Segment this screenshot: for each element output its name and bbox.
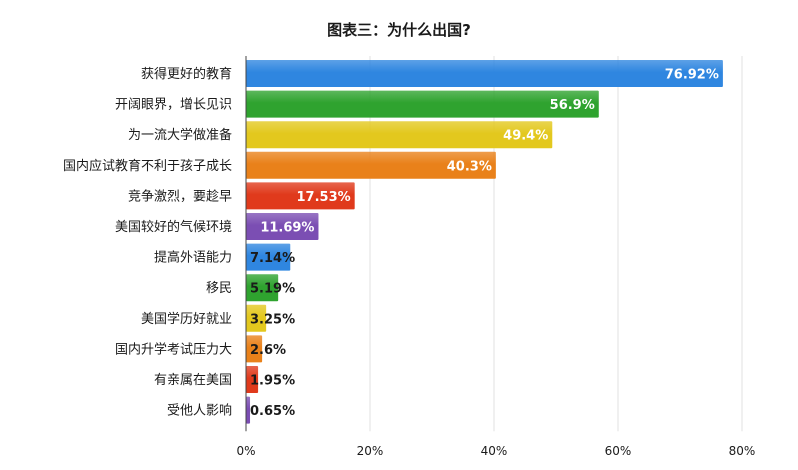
bar	[246, 304, 267, 332]
bar	[246, 213, 319, 240]
category-label: 有亲属在美国	[154, 373, 232, 388]
x-tick-label: 60%	[605, 444, 632, 458]
category-label: 美国学历好就业	[141, 311, 232, 327]
data-label: 56.9%	[550, 98, 595, 113]
category-label: 提高外语能力	[154, 250, 232, 266]
x-tick-label: 80%	[729, 444, 756, 458]
bar	[246, 243, 291, 271]
bar	[246, 396, 251, 424]
category-label: 获得更好的教育	[141, 66, 232, 82]
data-label: 76.92%	[665, 68, 719, 83]
data-label: 1.95%	[250, 374, 295, 389]
category-label: 受他人影响	[167, 403, 232, 419]
bar	[246, 151, 496, 179]
chart-title: 图表三：为什么出国?	[327, 21, 471, 39]
bar	[246, 366, 259, 393]
data-label: 49.4%	[503, 129, 548, 144]
x-tick-label: 40%	[481, 444, 508, 458]
category-label: 开阔眼界，增长见识	[115, 98, 232, 113]
data-label: 3.25%	[250, 312, 295, 327]
category-label: 美国较好的气候环境	[115, 219, 232, 235]
data-label: 0.65%	[250, 404, 295, 419]
bar	[246, 182, 355, 210]
data-label: 11.69%	[260, 221, 314, 236]
x-tick-label: 20%	[357, 444, 384, 458]
data-label: 17.53%	[297, 190, 351, 205]
bar	[246, 90, 599, 118]
bar	[246, 274, 279, 302]
data-label: 2.6%	[250, 343, 286, 358]
data-label: 5.19%	[250, 282, 295, 297]
data-label: 7.14%	[250, 251, 295, 266]
category-label: 竞争激烈，要趁早	[128, 188, 232, 204]
bar	[246, 121, 553, 149]
category-label: 为一流大学做准备	[128, 127, 232, 143]
bar	[246, 60, 723, 87]
category-label: 移民	[206, 281, 232, 296]
bar	[246, 335, 263, 363]
category-label: 国内应试教育不利于孩子成长	[63, 158, 232, 174]
x-tick-label: 0%	[236, 444, 255, 458]
data-label: 40.3%	[447, 159, 492, 174]
category-label: 国内升学考试压力大	[115, 341, 232, 357]
